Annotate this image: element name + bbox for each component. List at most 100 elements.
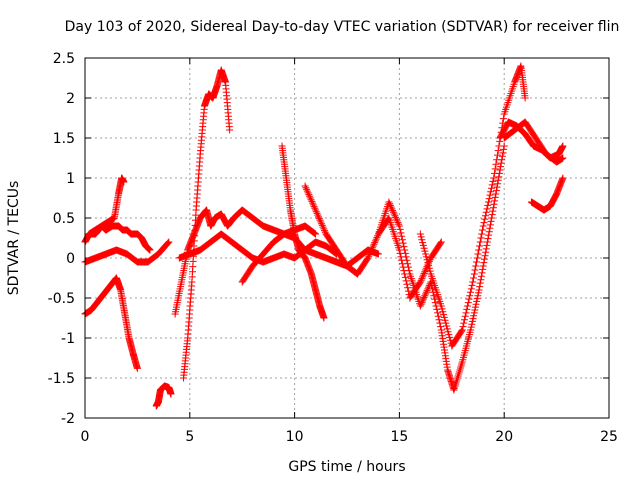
data-point (315, 215, 323, 223)
data-point (405, 267, 413, 275)
data-point (425, 261, 433, 269)
data-point (479, 262, 487, 270)
data-point (480, 219, 488, 227)
data-point (306, 192, 314, 200)
data-point (421, 268, 429, 276)
data-point (422, 253, 430, 261)
grid-lines (85, 58, 609, 418)
data-point (392, 213, 400, 221)
data-point (421, 292, 429, 300)
data-point (486, 221, 494, 229)
data-point (366, 249, 374, 257)
data-point (423, 256, 431, 264)
data-point (387, 203, 395, 211)
data-point (419, 239, 427, 247)
data-point (401, 273, 409, 281)
data-point (470, 270, 478, 278)
data-point (420, 269, 428, 277)
data-point (483, 205, 491, 213)
data-point (367, 247, 375, 255)
data-point (477, 276, 485, 284)
data-point (364, 254, 372, 262)
data-point (462, 309, 470, 317)
chart-title: Day 103 of 2020, Sidereal Day-to-day VTE… (65, 19, 620, 35)
data-point (495, 173, 503, 181)
data-point (489, 177, 497, 185)
data-point (473, 295, 481, 303)
y-tick-label: -0.5 (48, 291, 75, 307)
data-point (431, 299, 439, 307)
data-point (165, 238, 173, 246)
data-point (475, 286, 483, 294)
data-point (422, 250, 430, 258)
data-point (320, 314, 328, 322)
y-axis-label: SDTVAR / TECUs (6, 181, 22, 296)
x-tick-label: 20 (495, 429, 513, 445)
data-point (424, 259, 432, 267)
data-point (304, 189, 312, 197)
data-point (305, 191, 313, 199)
data-point (459, 323, 467, 331)
data-point (461, 316, 469, 324)
data-point (420, 244, 428, 252)
data-point (467, 326, 475, 334)
data-point (475, 246, 483, 254)
data-point (422, 266, 430, 274)
y-tick-label: 1.5 (53, 131, 75, 147)
series-6 (180, 66, 234, 382)
series-5 (171, 206, 320, 318)
data-point (417, 276, 425, 284)
data-point (491, 197, 499, 205)
data-point (433, 305, 441, 313)
data-point (478, 226, 486, 234)
data-point (437, 302, 445, 310)
data-point (426, 267, 434, 275)
data-point (435, 316, 443, 324)
data-point (395, 220, 403, 228)
data-point (313, 209, 321, 217)
data-point (146, 246, 154, 254)
data-point (133, 364, 141, 372)
series-4 (152, 382, 175, 410)
data-point (419, 273, 427, 281)
series-12 (416, 62, 529, 350)
data-point (392, 215, 400, 223)
data-point (484, 235, 492, 243)
data-point (437, 239, 445, 247)
series-3 (81, 238, 173, 266)
data-point (481, 215, 489, 223)
data-point (559, 174, 567, 182)
data-point (398, 232, 406, 240)
data-point (478, 269, 486, 277)
data-point (499, 115, 507, 123)
data-point (443, 325, 451, 333)
data-point (485, 228, 493, 236)
data-point (419, 297, 427, 305)
data-point (163, 240, 171, 248)
data-point (430, 292, 438, 300)
y-tick-label: -2 (61, 411, 75, 427)
data-point (399, 239, 407, 247)
data-points (81, 62, 567, 410)
data-point (469, 315, 477, 323)
data-point (418, 299, 426, 307)
data-point (478, 230, 486, 238)
data-point (404, 263, 412, 271)
data-point (421, 247, 429, 255)
y-tick-labels: -2 -1.5 -1 -0.5 0 0.5 1 1.5 2 2.5 (48, 51, 75, 427)
data-point (476, 283, 484, 291)
series-1 (81, 274, 141, 372)
data-point (494, 147, 502, 155)
data-point (398, 236, 406, 244)
data-point (467, 288, 475, 296)
data-point (477, 234, 485, 242)
data-point (475, 242, 483, 250)
data-point (374, 250, 382, 258)
data-point (434, 312, 442, 320)
data-point (466, 292, 474, 300)
data-point (499, 149, 507, 157)
y-tick-label: 0 (66, 251, 75, 267)
data-point (468, 317, 476, 325)
data-point (419, 241, 427, 249)
data-point (391, 212, 399, 220)
